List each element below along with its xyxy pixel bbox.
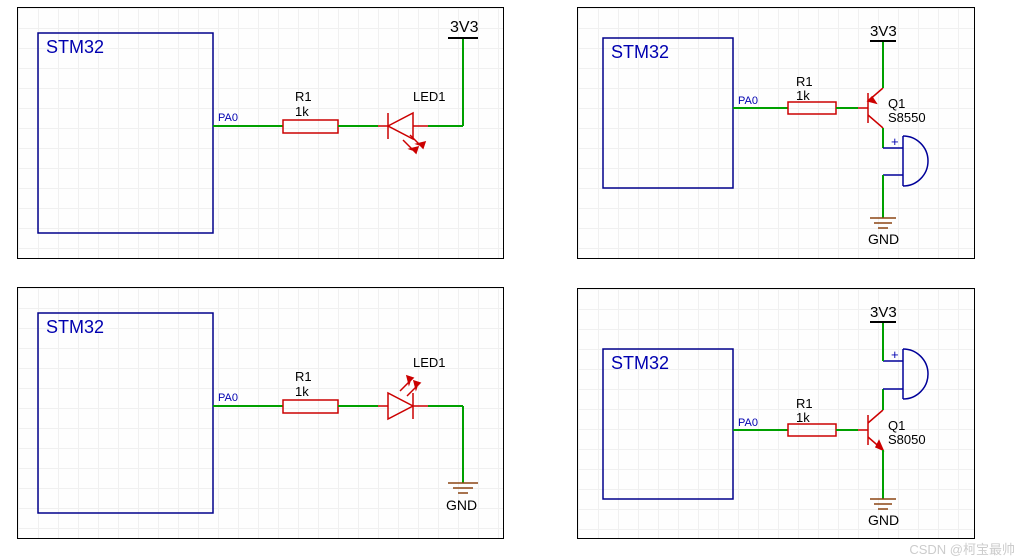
led-icon [378,113,428,153]
resistor-icon [283,120,338,133]
r-value: 1k [295,104,309,119]
q-value: S8050 [888,432,926,447]
r-refdes: R1 [796,396,813,411]
schematic-br: STM32 PA0 R1 1k Q1 S8050 + 3V3 GND [578,289,976,540]
panel-bottom-left: STM32 PA0 R1 1k LED1 GND [17,287,504,539]
r-refdes: R1 [295,89,312,104]
r-refdes: R1 [295,369,312,384]
transistor-icon [858,88,883,128]
q-refdes: Q1 [888,96,905,111]
transistor-icon [858,410,883,450]
resistor-icon [283,400,338,413]
r-value: 1k [796,410,810,425]
buzzer-plus: + [891,347,899,362]
schematic-bl: STM32 PA0 R1 1k LED1 GND [18,288,505,540]
mcu-box [38,313,213,513]
buzzer-plus: + [891,134,899,149]
mcu-label: STM32 [46,317,104,337]
gnd-icon [448,483,478,493]
schematic-tr: STM32 PA0 R1 1k Q1 S8550 3V3 + GND [578,8,976,260]
pin-label: PA0 [218,112,238,124]
gnd-icon [870,218,896,228]
schematic-tl: STM32 PA0 R1 1k LED1 3V3 [18,8,505,260]
pin-label: PA0 [218,392,238,404]
led-refdes: LED1 [413,89,446,104]
panel-top-right: STM32 PA0 R1 1k Q1 S8550 3V3 + GND [577,7,975,259]
gnd-icon [870,499,896,509]
mcu-label: STM32 [46,37,104,57]
resistor-icon [788,424,836,436]
mcu-label: STM32 [611,353,669,373]
r-refdes: R1 [796,74,813,89]
power-label: 3V3 [870,23,897,40]
power-label: 3V3 [870,304,897,321]
pin-label: PA0 [738,417,758,429]
led-icon [378,376,428,419]
buzzer-icon [903,136,928,186]
gnd-label: GND [446,497,477,513]
led-refdes: LED1 [413,355,446,370]
mcu-box [38,33,213,233]
panel-top-left: STM32 PA0 R1 1k LED1 3V3 [17,7,504,259]
pin-label: PA0 [738,95,758,107]
r-value: 1k [796,88,810,103]
panel-bottom-right: STM32 PA0 R1 1k Q1 S8050 + 3V3 GND [577,288,975,539]
gnd-label: GND [868,231,899,247]
r-value: 1k [295,384,309,399]
mcu-label: STM32 [611,42,669,62]
resistor-icon [788,102,836,114]
q-value: S8550 [888,110,926,125]
q-refdes: Q1 [888,418,905,433]
gnd-label: GND [868,512,899,528]
power-label: 3V3 [450,19,479,36]
watermark: CSDN @柯宝最帅 [909,539,1015,558]
buzzer-icon [903,349,928,399]
